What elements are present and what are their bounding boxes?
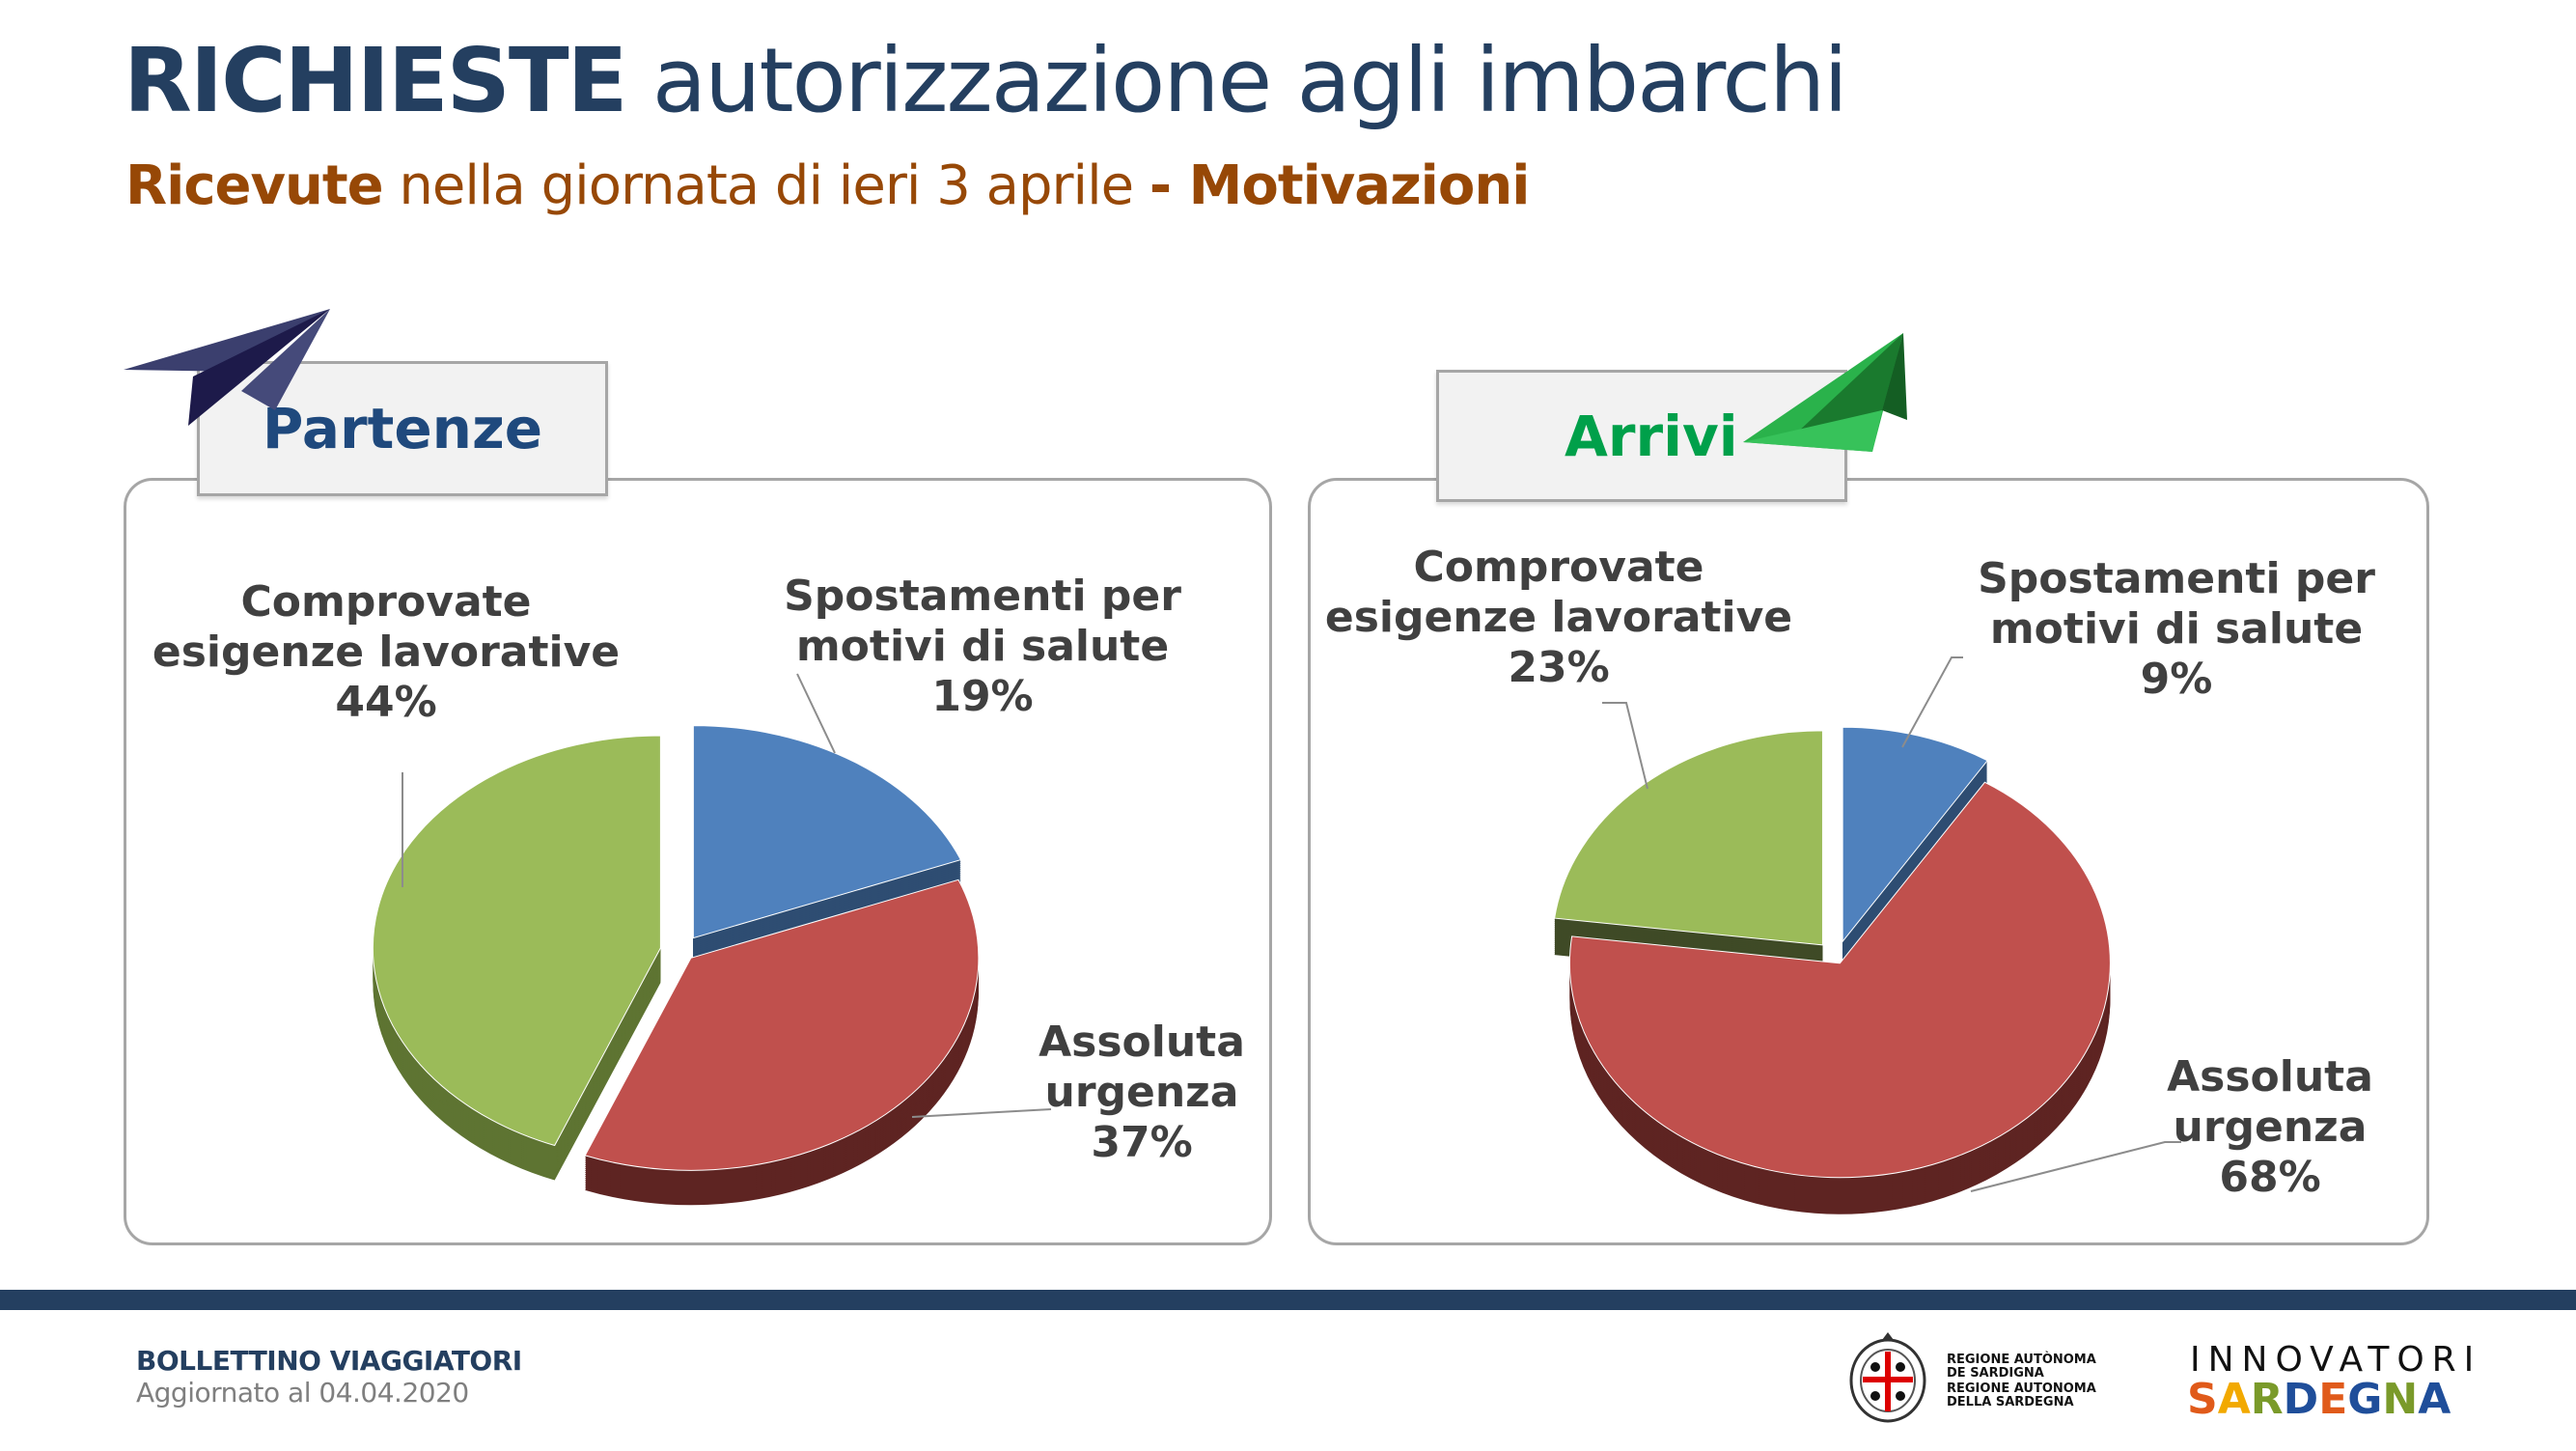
partenze-tab: Partenze — [197, 361, 608, 496]
leader-line — [796, 673, 836, 754]
title-rest: autorizzazione agli imbarchi — [625, 29, 1848, 132]
leader-line — [1602, 702, 1648, 790]
label-arrivi-urgenza: Assoluta urgenza 68% — [2167, 1052, 2373, 1202]
updated-date: Aggiornato al 04.04.2020 — [136, 1377, 469, 1409]
pie-slice-spostamenti-per-motivi-di-salute — [692, 725, 962, 939]
partenze-title: Partenze — [262, 396, 543, 461]
partenze-pie — [372, 725, 980, 1206]
leader-lines — [402, 656, 2181, 1192]
subtitle-bold: Ricevute — [125, 154, 384, 217]
footer-bar — [0, 1290, 2576, 1310]
pie-slice-assoluta-urgenza — [584, 879, 980, 1171]
arrivi-pie — [1554, 726, 2111, 1214]
paper-plane-dark-icon — [124, 309, 330, 426]
pie-slice-comprovate-esigenze-lavorative — [372, 735, 661, 1147]
arrivi-title: Arrivi — [1565, 403, 1738, 469]
leader-line — [1970, 1141, 2181, 1192]
page-subtitle: Ricevute nella giornata di ieri 3 aprile… — [125, 154, 1531, 217]
label-partenze-salute: Spostamenti per motivi di salute 19% — [784, 572, 1181, 721]
subtitle-text: nella giornata di ieri 3 aprile — [382, 154, 1150, 217]
pie-slice-spostamenti-per-motivi-di-salute — [1842, 726, 1988, 943]
brand-innovatori: INNOVATORI — [2190, 1340, 2482, 1380]
paper-plane-green-icon — [1743, 333, 1907, 452]
label-arrivi-lavorative: Comprovate esigenze lavorative 23% — [1324, 543, 1793, 692]
region-name-sardinian: REGIONE AUTÒNOMA DE SARDIGNA — [1947, 1353, 2096, 1381]
leader-line — [911, 1108, 1052, 1118]
pie-slice-comprovate-esigenze-lavorative — [1554, 730, 1823, 946]
leader-line — [1901, 656, 1963, 748]
brand-sardegna: SARDEGNA — [2187, 1375, 2451, 1424]
subtitle-motivazioni: - Motivazioni — [1149, 154, 1531, 217]
pie-slice-assoluta-urgenza — [1568, 781, 2111, 1179]
title-bold: RICHIESTE — [124, 29, 628, 132]
label-arrivi-salute: Spostamenti per motivi di salute 9% — [1978, 554, 2375, 704]
sardinia-emblem-icon — [1849, 1332, 1926, 1423]
region-name-italian: REGIONE AUTONOMA DELLA SARDEGNA — [1947, 1381, 2096, 1409]
label-partenze-urgenza: Assoluta urgenza 37% — [1039, 1018, 1245, 1167]
bulletin-title: BOLLETTINO VIAGGIATORI — [136, 1345, 522, 1377]
label-partenze-lavorative: Comprovate esigenze lavorative 44% — [152, 577, 621, 727]
page-title: RICHIESTE autorizzazione agli imbarchi — [124, 29, 1848, 132]
